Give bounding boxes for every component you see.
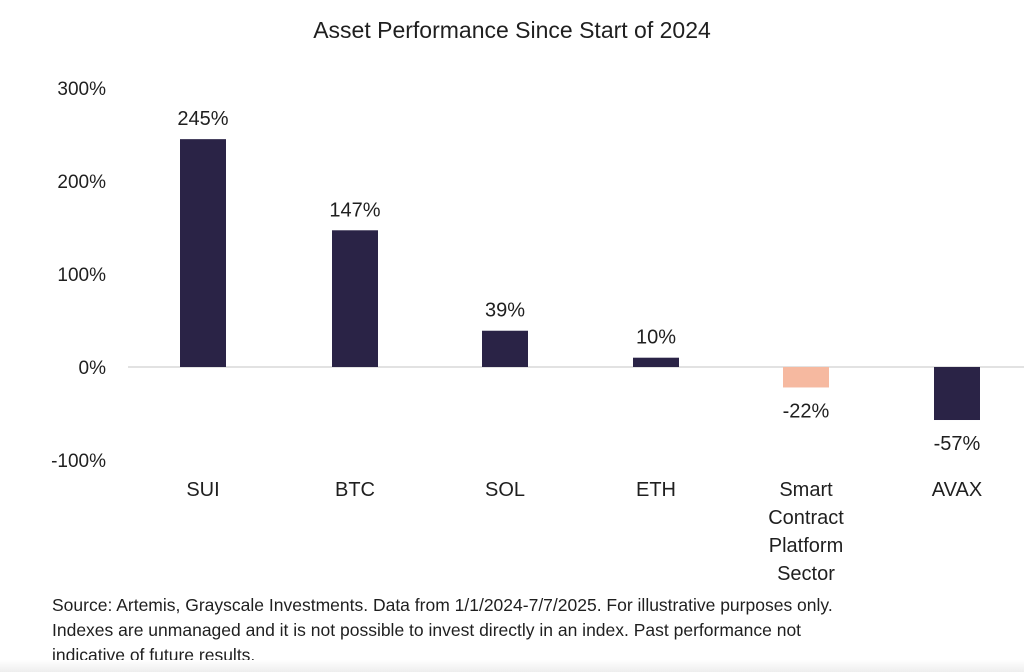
data-label: 39% (485, 300, 525, 322)
category-label: ETH (636, 479, 676, 501)
bar-sui (180, 139, 226, 367)
bar-avax (934, 367, 980, 421)
y-tick-label: 300% (57, 79, 106, 100)
data-label: 10% (636, 327, 676, 349)
footnote-line: Indexes are unmanaged and it is not poss… (52, 620, 802, 640)
bar-smart (783, 367, 829, 388)
chart-title: Asset Performance Since Start of 2024 (313, 17, 711, 43)
data-label: 245% (177, 108, 228, 130)
bar-btc (332, 230, 378, 367)
data-label: 147% (329, 199, 380, 221)
data-label: -22% (783, 400, 830, 422)
category-label: Contract (768, 507, 844, 529)
footnote-line: Source: Artemis, Grayscale Investments. … (52, 595, 833, 615)
y-tick-label: 200% (57, 172, 106, 193)
category-label: Smart (779, 479, 833, 501)
y-tick-label: 100% (57, 265, 106, 286)
category-label: BTC (335, 479, 375, 501)
footnote: Source: Artemis, Grayscale Investments. … (52, 593, 1012, 668)
data-label: -57% (934, 433, 981, 455)
bottom-shade (0, 660, 1024, 672)
bar-sol (482, 330, 528, 367)
category-label: SUI (186, 479, 219, 501)
y-tick-label: -100% (51, 451, 106, 472)
category-label: SOL (485, 479, 525, 501)
bar-eth (633, 357, 679, 367)
category-label: Sector (777, 563, 835, 585)
bar-chart: 300% 200% 100% 0% -100% 245% SUI 147% BTC 39% SOL 1… (51, 79, 1024, 585)
category-label: AVAX (932, 479, 982, 501)
y-tick-label: 0% (79, 358, 107, 379)
category-label: Platform (769, 535, 843, 557)
